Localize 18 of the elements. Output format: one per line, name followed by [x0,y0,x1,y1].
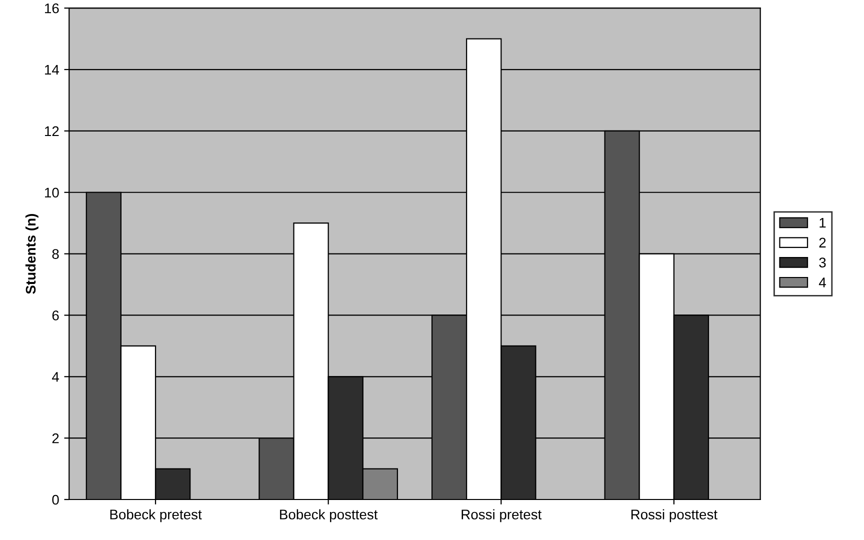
y-tick-label: 12 [45,126,59,136]
y-tick-label: 16 [45,3,59,14]
x-tick-label: Rossi posttest [631,509,718,522]
y-tick-label: 2 [52,433,59,444]
y-tick-label: 4 [52,372,59,382]
y-tick-label: 14 [45,65,59,75]
y-tick-label: 6 [52,310,59,320]
legend-label: 3 [819,258,826,268]
y-tick-label: 8 [52,249,59,259]
x-tick-label: Bobeck pretest [110,509,202,522]
x-tick-label: Bobeck posttest [280,509,378,522]
legend-label: 2 [819,238,826,248]
legend-label: 1 [820,218,826,228]
y-tick-label: 10 [45,188,59,198]
y-tick-label: 0 [52,494,59,505]
x-tick-label: Rossi pretest [462,509,542,522]
legend-label: 4 [818,278,826,288]
y-axis-title: Students (n) [25,214,38,294]
